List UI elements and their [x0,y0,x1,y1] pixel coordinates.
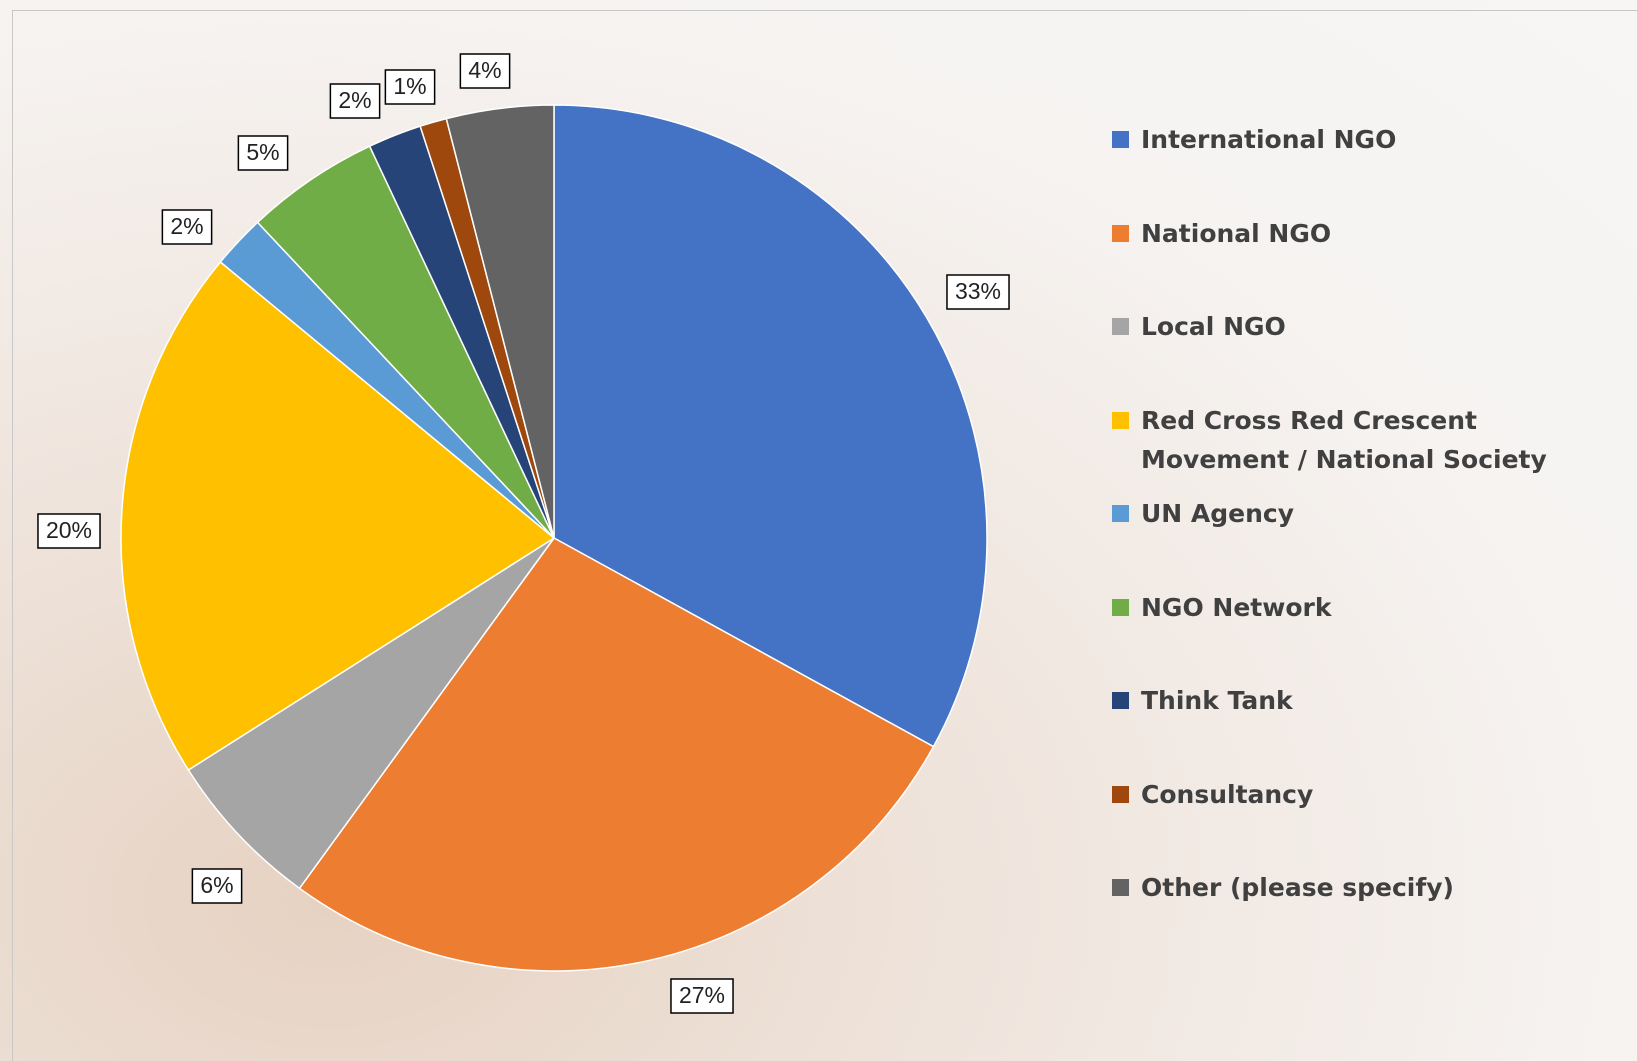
data-label-box [37,513,101,549]
legend-item: International NGO [1112,120,1632,159]
pie-slice [187,537,555,890]
data-label-group: 4% [459,53,511,89]
legend-label: International NGO [1141,125,1397,154]
data-label-group: 6% [191,868,243,904]
data-label-box [191,868,243,904]
data-label-box [459,53,511,89]
data-label: 2% [338,87,371,113]
data-label-group: 2% [329,83,381,119]
data-label-box [161,209,213,245]
legend-swatch [1112,224,1129,242]
legend-label: Think Tank [1141,686,1293,715]
data-label-box [946,274,1010,310]
data-label-group: 33% [946,274,1010,310]
legend-label: Local NGO [1141,312,1286,341]
legend-label: Red Cross Red Crescent Movement / Nation… [1141,405,1547,474]
data-label: 27% [679,982,725,1008]
pie-slice [553,104,988,748]
data-label: 6% [200,872,233,898]
data-label-box [384,69,436,105]
legend-item: Think Tank [1112,681,1632,720]
legend-item: Consultancy [1112,775,1632,814]
legend-swatch [1112,598,1129,616]
data-label: 4% [468,57,501,83]
data-label-group: 27% [670,978,734,1014]
legend-item: Local NGO [1112,307,1632,346]
pie-slice [120,260,556,772]
data-label-group: 2% [161,209,213,245]
data-label: 20% [46,517,92,543]
legend-item: National NGO [1112,214,1632,253]
chart: 33% 27% 6% 20% 2% 5% 2% 1% 4% [37,53,1010,1014]
legend-label: NGO Network [1141,592,1332,622]
legend-swatch [1112,879,1129,896]
legend-swatch [1112,411,1129,429]
data-label-group: 5% [237,135,289,171]
legend-swatch [1112,785,1129,803]
legend-item: Red Cross Red Crescent Movement / Nation… [1112,401,1632,479]
data-label-box [329,83,381,119]
data-label-group: 1% [384,69,436,105]
legend-item: Other (please specify) [1112,868,1632,907]
data-label-box [237,135,289,171]
legend-swatch [1112,318,1129,335]
pie-slice [298,537,935,972]
legend-swatch [1112,692,1129,709]
legend-label: National NGO [1141,218,1332,248]
data-label-group: 20% [37,513,101,549]
legend-swatch [1112,131,1129,148]
legend-swatch [1112,505,1129,522]
legend-item: UN Agency [1112,494,1632,533]
legend-label: Consultancy [1141,779,1314,809]
data-label-box [670,978,734,1014]
data-label: 2% [170,213,203,239]
data-label: 1% [393,73,426,99]
legend-label: Other (please specify) [1141,873,1454,902]
legend-item: NGO Network [1112,588,1632,627]
pie-slice [445,104,555,539]
chart-frame [12,10,1637,1061]
legend-label: UN Agency [1141,499,1295,528]
data-label: 33% [955,278,1001,304]
data-label: 5% [246,139,279,165]
